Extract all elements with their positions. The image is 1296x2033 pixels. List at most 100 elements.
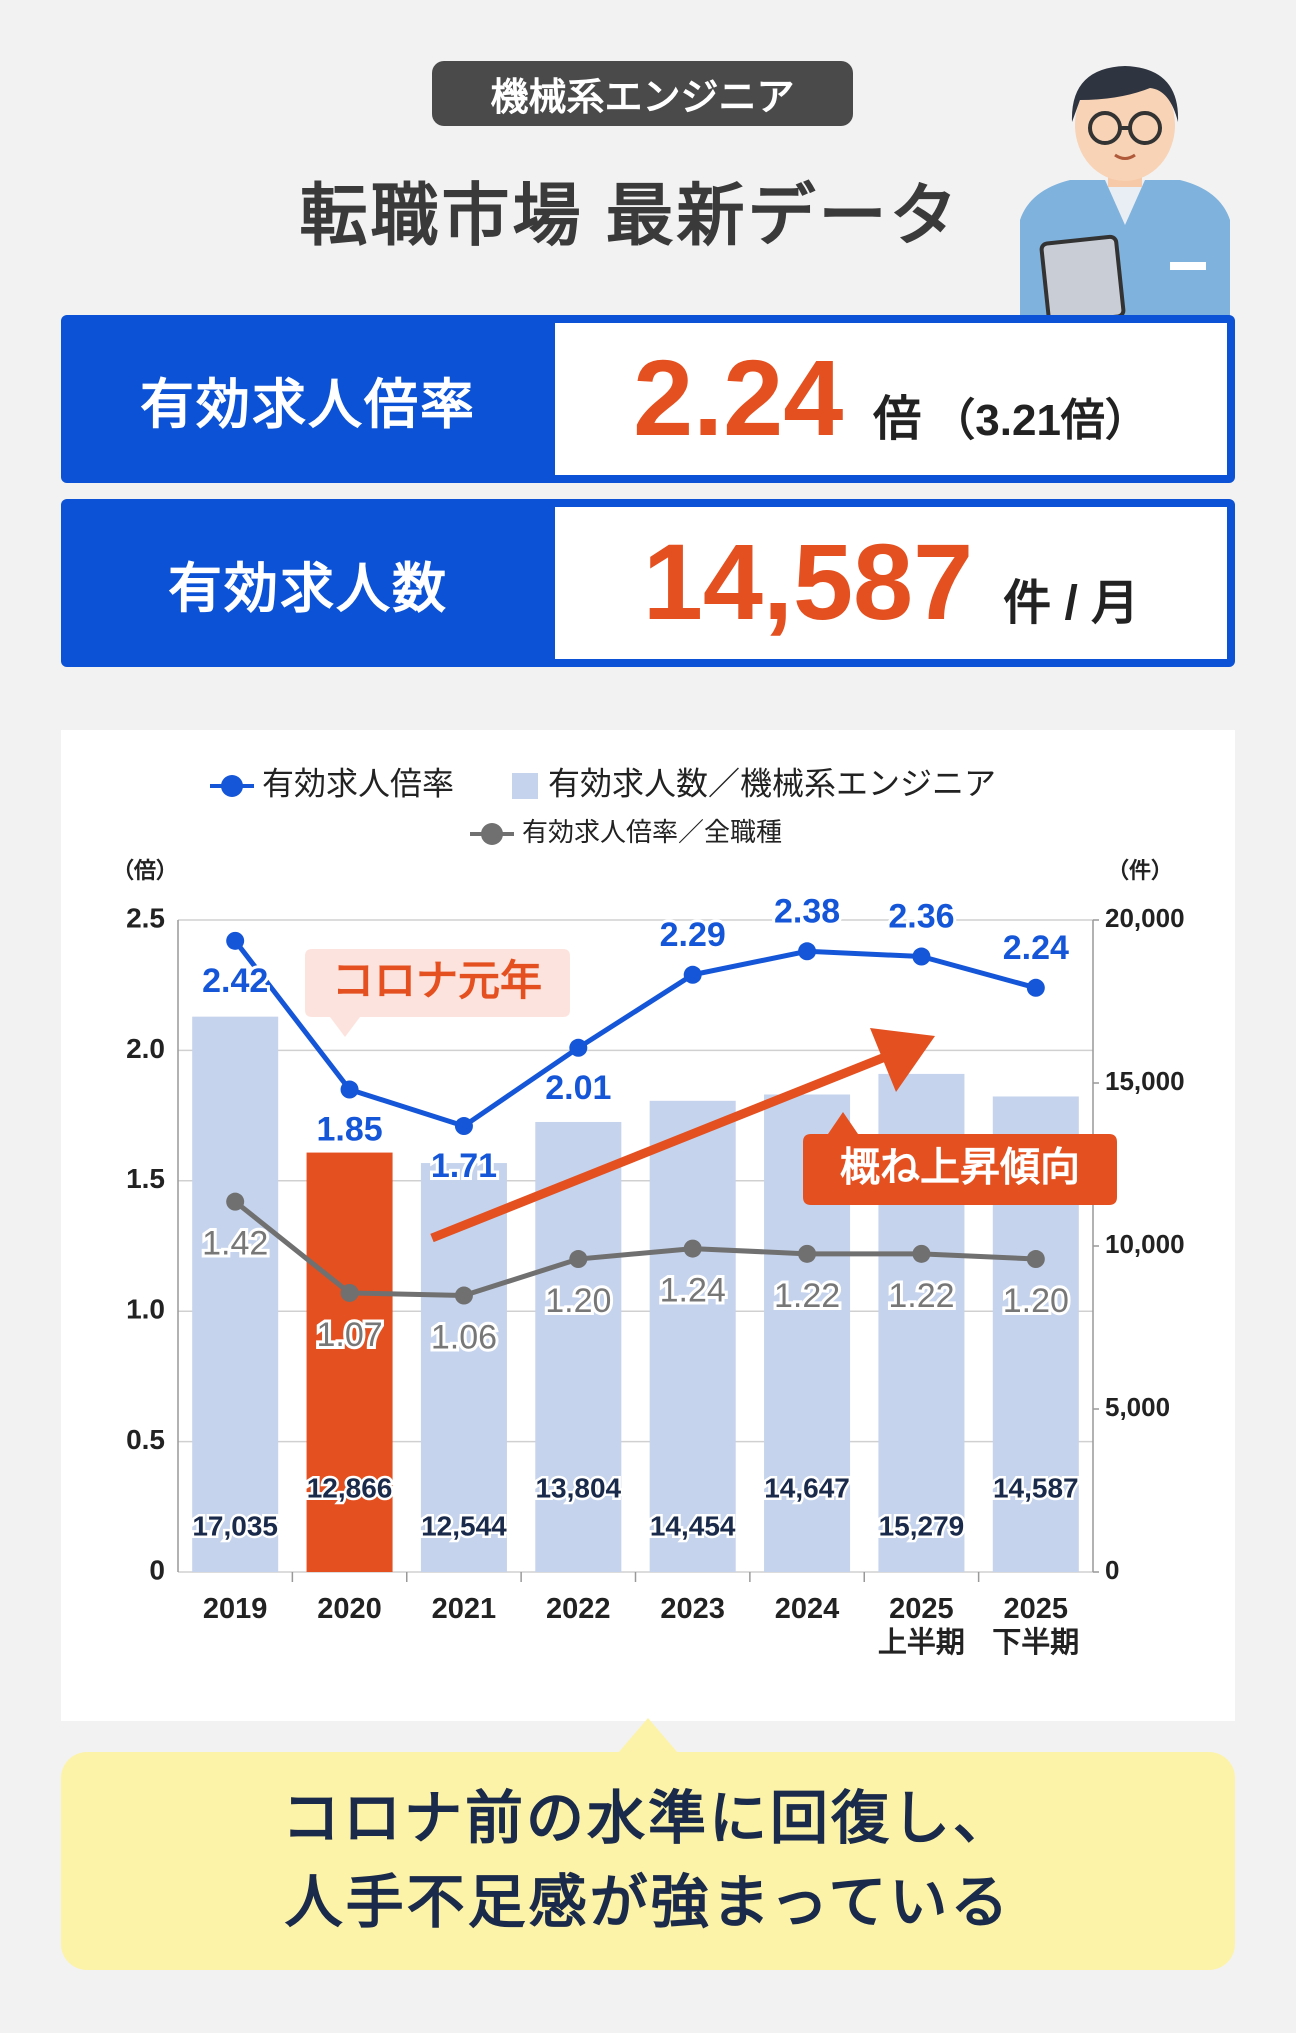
y-axis-label: （倍） [112,858,178,883]
bar-value-label: 14,647 [764,1472,850,1503]
y2-tick-label: 15,000 [1105,1066,1185,1096]
line-marker [569,1250,588,1269]
line [233,1199,1036,1299]
line-value-label: 2.01 [545,1069,611,1107]
stat-box: 14,587 件 / 月 [555,507,1227,659]
bar-value-label: 14,587 [993,1472,1079,1503]
stat-value: 2.24 [633,337,844,458]
character-illustration [1020,66,1230,320]
bar-value-label: 14,454 [650,1510,736,1541]
stat-value: 14,587 [642,521,974,642]
line-marker [340,1283,359,1302]
callout-pointer [618,1718,678,1753]
line-value-label: 2.38 [774,892,840,930]
stat-row: 有効求人数 14,587 件 / 月 [61,499,1235,667]
trend-arrow-head [870,1028,935,1092]
y2-tick-label: 5,000 [1105,1392,1170,1422]
callout-line: コロナ前の水準に回復し、 [281,1786,1014,1851]
bar [535,1121,622,1572]
line-marker [798,1244,817,1263]
line-value-label: 1.22 [774,1277,840,1315]
legend-swatch [481,823,503,845]
line-marker [569,1038,588,1057]
trend-arrow [430,1050,892,1243]
x-tick-label: 2025 上半期 [877,1593,965,1659]
stat-box: 2.24 倍 （3.21倍） [555,323,1227,475]
line-marker [683,965,702,984]
line-value-label: 1.07 [316,1316,382,1354]
stat-label: 有効求人倍率 [140,374,476,435]
legend-swatch [512,773,538,799]
legend-label: 有効求人数／機械系エンジニア [548,765,996,801]
y2-tick-label: 10,000 [1105,1229,1185,1259]
callout-line: 人手不足感が強まっている [284,1870,1012,1935]
x-tick-label: 2024 [774,1593,840,1625]
stat-unit: 倍 [873,393,922,446]
legend-swatch [221,775,243,797]
callout: コロナ前の水準に回復し、 人手不足感が強まっている [61,1752,1235,1970]
x-tick-label: 2021 [431,1593,497,1625]
line-marker [798,942,817,961]
line-value-label: 1.06 [431,1319,497,1357]
line-marker [340,1080,359,1099]
y-tick-label: 2.0 [126,1033,165,1064]
line-value-label: 1.22 [888,1277,954,1315]
bar-value-label: 15,279 [879,1510,965,1541]
stat-note: （3.21倍） [931,396,1149,445]
line-marker [226,931,245,950]
legend-label: 有効求人倍率 [262,765,454,801]
line-value-label: 2.24 [1003,929,1069,967]
y-tick-label: 1.5 [126,1163,165,1194]
annotation-bubble [803,1112,1117,1205]
bar-value-label: 12,866 [307,1472,393,1503]
x-tick-label: 2023 [660,1593,725,1625]
line-value-label: 1.20 [1003,1282,1069,1320]
line-marker [912,947,931,966]
tag: 機械系エンジニア [432,61,853,126]
title: 転職市場 最新データ [299,178,961,254]
y-tick-label: 0.5 [126,1424,165,1455]
y2-axis-label: （件） [1107,858,1173,883]
x-tick-label: 2020 [317,1593,382,1625]
legend-label: 有効求人倍率／全職種 [522,817,782,847]
line-value-label: 2.29 [660,916,726,954]
x-tick-label: 2022 [546,1593,611,1625]
line-value-label: 1.71 [431,1147,497,1185]
bar [192,1016,279,1572]
line-marker [454,1286,473,1305]
line-value-label: 2.42 [202,962,268,1000]
bar-value-label: 17,035 [192,1510,278,1541]
line-marker [454,1117,473,1136]
line-marker [226,1192,245,1211]
line-marker [1026,978,1045,997]
line-value-label: 1.20 [545,1282,611,1320]
line-value-label: 1.85 [316,1111,382,1149]
line-value-label: 2.36 [888,897,954,935]
line [233,939,1037,1129]
bar-value-label: 12,544 [421,1510,507,1541]
y-tick-label: 2.5 [126,902,165,933]
bar [306,1152,393,1572]
y-tick-label: 1.0 [126,1294,165,1325]
panel-pointer [618,1690,678,1720]
annotation: 概ね上昇傾向 [840,1146,1080,1190]
y-tick-label: 0 [149,1554,165,1585]
x-tick-label: 2025 下半期 [992,1593,1080,1659]
y2-tick-label: 0 [1105,1555,1119,1585]
stat-row: 有効求人倍率 2.24 倍 （3.21倍） [61,315,1235,483]
line-value-label: 1.42 [202,1225,268,1263]
line-marker [1026,1250,1045,1269]
bar [420,1163,507,1572]
stat-unit: 件 / 月 [1003,577,1140,630]
annotation: コロナ元年 [332,957,542,1004]
bar [649,1100,736,1572]
annotation-bubble [305,949,570,1037]
line-value-label: 1.24 [660,1272,726,1310]
y2-tick-label: 20,000 [1105,903,1185,933]
x-tick-label: 2019 [202,1593,268,1625]
bar-value-label: 13,804 [535,1472,621,1503]
stat-label: 有効求人数 [168,558,448,619]
line-marker [683,1239,702,1258]
